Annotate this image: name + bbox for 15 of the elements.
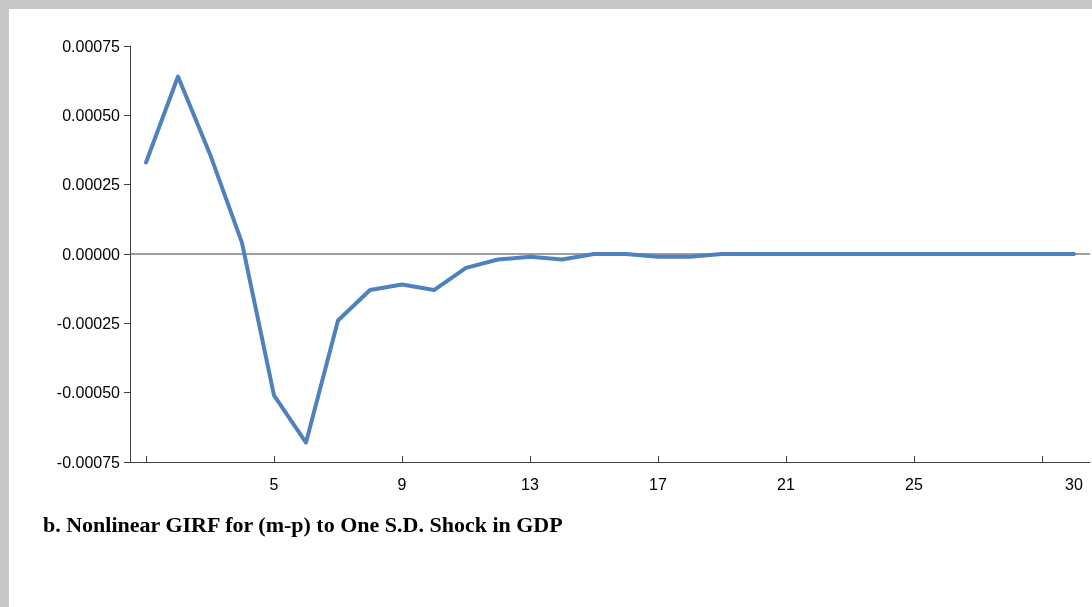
y-tick-label: -0.00075 xyxy=(56,453,121,471)
y-tick-label: 0.00000 xyxy=(62,245,121,263)
x-tick-label: 9 xyxy=(397,475,407,493)
x-tick-label: 21 xyxy=(777,475,795,493)
x-tick-label: 25 xyxy=(905,475,923,493)
y-tick-label: 0.00050 xyxy=(62,106,121,124)
x-tick-label: 17 xyxy=(649,475,667,493)
x-tick-label: 30 xyxy=(1065,475,1083,493)
text: b. Nonlinear GIRF for (m-p) to One S.D. Shock in GDP xyxy=(43,511,563,537)
x-tick-label: 5 xyxy=(269,475,279,493)
y-tick-label: 0.00025 xyxy=(62,176,121,194)
y-tick-label: 0.00075 xyxy=(62,37,121,55)
y-tick-label: -0.00050 xyxy=(56,384,121,402)
y-tick-label: -0.00025 xyxy=(56,314,121,332)
x-tick-label: 13 xyxy=(521,475,539,493)
